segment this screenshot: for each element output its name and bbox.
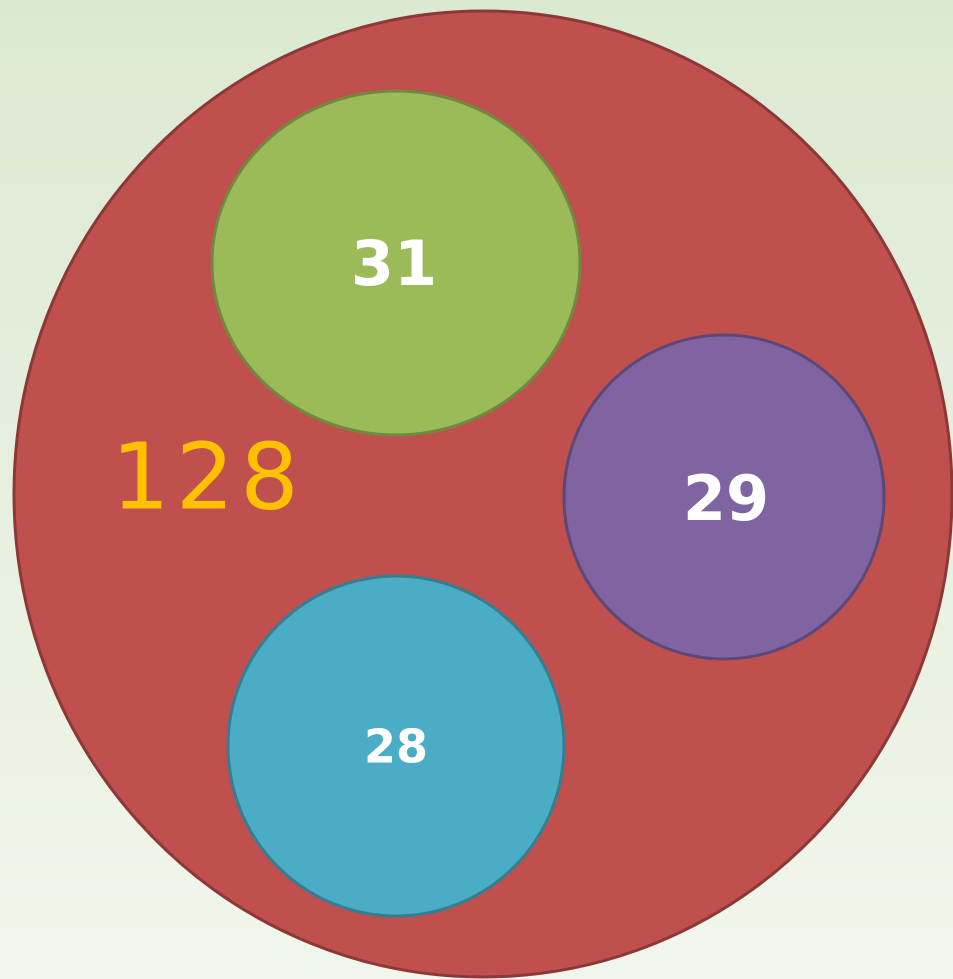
outer-label: 128 [111,423,305,530]
green-label: 31 [351,227,437,300]
blue-label: 28 [364,720,428,774]
green-circle [210,89,582,437]
purple-circle [562,333,886,661]
purple-label: 29 [683,462,769,535]
blue-circle [226,574,566,918]
